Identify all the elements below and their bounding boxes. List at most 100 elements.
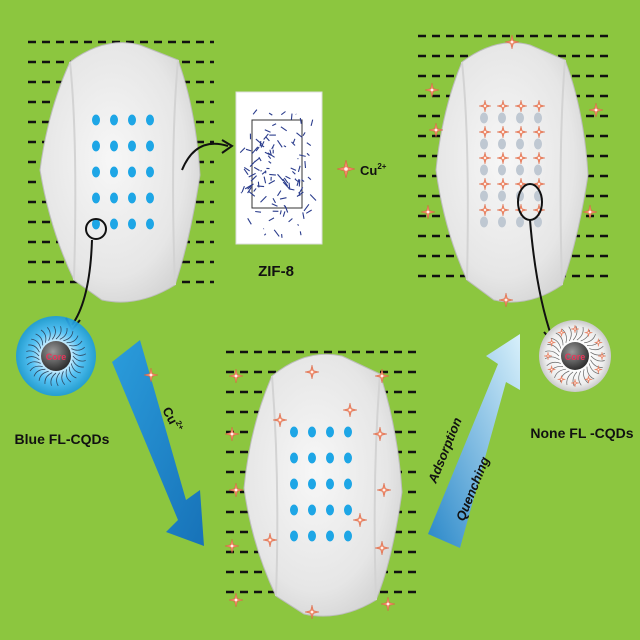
ligand-chain xyxy=(25,356,40,361)
ligand-chain xyxy=(576,327,584,341)
blue-cqd-dot xyxy=(110,114,118,126)
ligand-chain xyxy=(56,372,61,387)
ligand-chain xyxy=(72,359,84,368)
ligand-chain xyxy=(46,327,51,341)
ligand-chain xyxy=(27,361,41,366)
blue-cqd-dot xyxy=(344,426,352,438)
blue-cqd-dots xyxy=(92,114,154,230)
crystal-blue-cqds xyxy=(28,40,214,332)
ligand-chain xyxy=(572,371,578,387)
ligand-chain xyxy=(590,355,605,362)
blue-cqd-dot xyxy=(344,504,352,516)
ligand-chain xyxy=(63,331,74,342)
process-arrow-icon xyxy=(112,340,204,546)
crystal-quenched xyxy=(418,34,612,344)
cu-ion-star-icon xyxy=(337,160,355,178)
blue-cqd-dot xyxy=(344,452,352,464)
blue-cqd-dot xyxy=(146,114,154,126)
blue-cqd-dot xyxy=(290,452,298,464)
quenched-cqd-dot xyxy=(498,138,506,150)
ligand-chain xyxy=(590,359,603,368)
quenched-cqd-dot xyxy=(534,138,542,150)
quenched-cqd-dot xyxy=(498,190,506,202)
ligand-chain xyxy=(578,370,582,386)
ligand-chain xyxy=(580,329,591,342)
ligand-chain xyxy=(26,350,40,357)
quenched-cqd-dot xyxy=(534,216,542,228)
ligand-chain xyxy=(72,351,87,356)
blue-cqd-dot xyxy=(290,530,298,542)
ligand-chain xyxy=(589,345,604,351)
quenched-cqd-dot xyxy=(516,216,524,228)
ligand-chain xyxy=(550,337,562,349)
cqd-core-icon xyxy=(41,341,71,371)
blue-cqd-dot xyxy=(290,478,298,490)
crystal-icon xyxy=(435,42,589,303)
ligand-chain xyxy=(590,351,606,356)
zif8-structure: ZIF-8 xyxy=(181,91,323,280)
cu-ion-star-icon xyxy=(229,593,243,607)
blue-cqd-dot xyxy=(146,192,154,204)
ligand-chain xyxy=(586,339,601,346)
blue-cqd-dot xyxy=(128,140,136,152)
blue-fl-cqds-label: Blue FL-CQDs xyxy=(15,431,110,447)
blue-cqd-dot xyxy=(290,504,298,516)
quenched-cqd-dot xyxy=(516,164,524,176)
arrow-cu-label: Cu2+ xyxy=(159,404,186,435)
cu-ion-star-icon xyxy=(583,205,597,219)
blue-cqd-dot xyxy=(344,530,352,542)
framework-structure-icon xyxy=(239,109,317,238)
ligand-chain xyxy=(70,363,81,374)
quenched-cqd-dot xyxy=(480,138,488,150)
blue-cqd-dot xyxy=(128,114,136,126)
ligand-chain xyxy=(33,368,46,377)
quenched-cqd-dot xyxy=(534,164,542,176)
quenched-cqd-dot xyxy=(480,216,488,228)
ligand-chain xyxy=(51,325,56,340)
ligand-chain xyxy=(59,328,68,340)
blue-cqd-dots xyxy=(290,426,352,542)
ligand-chain xyxy=(559,370,570,383)
cqd-core-icon xyxy=(561,342,589,370)
ligand-chain xyxy=(28,344,40,353)
cu-addition-arrow: Cu2+ xyxy=(112,340,204,546)
blue-cqd-dot xyxy=(92,114,100,126)
process-arrow-icon xyxy=(428,334,520,548)
ligand-chain xyxy=(546,361,561,367)
blue-cqd-dot xyxy=(326,452,334,464)
blue-fl-cqd-particle: Core Blue FL-CQDs xyxy=(15,316,110,447)
ligand-chain xyxy=(549,366,564,373)
quenched-cqd-dot xyxy=(498,164,506,176)
blue-cqd-dot xyxy=(308,530,316,542)
blue-cqd-dot xyxy=(308,426,316,438)
cu-ion-star-icon xyxy=(229,483,243,497)
blue-cqd-dot xyxy=(308,478,316,490)
blue-cqd-dot xyxy=(128,166,136,178)
ligand-chain xyxy=(554,368,566,379)
blue-cqd-dot xyxy=(92,192,100,204)
blue-cqd-dot xyxy=(326,530,334,542)
blue-cqd-dot xyxy=(308,504,316,516)
ligand-chain xyxy=(61,371,66,385)
adsorption-quenching-arrow: Adsorption Quenching xyxy=(424,334,520,548)
none-fl-cqds-label: None FL -CQDs xyxy=(530,425,633,441)
ligand-chain xyxy=(29,365,43,372)
zif8-label: ZIF-8 xyxy=(258,263,294,280)
quenched-cqd-dots xyxy=(480,112,542,228)
quenched-cqd-dot xyxy=(534,112,542,124)
blue-cqd-dot xyxy=(92,166,100,178)
blue-cqd-dot xyxy=(146,166,154,178)
ligand-chain xyxy=(566,371,574,385)
ligand-chain xyxy=(555,332,564,346)
ligand-chain xyxy=(40,329,47,343)
blue-cqd-dot xyxy=(110,166,118,178)
ligand-chain xyxy=(584,333,596,344)
ligand-chain xyxy=(547,344,560,353)
magnifier-circle-icon xyxy=(85,218,107,240)
quenched-cqd-dot xyxy=(480,164,488,176)
blue-cqd-dot xyxy=(344,478,352,490)
quenched-cqd-dot xyxy=(516,138,524,150)
blue-cqd-dot xyxy=(146,140,154,152)
cu-legend: Cu2+ xyxy=(337,160,387,178)
